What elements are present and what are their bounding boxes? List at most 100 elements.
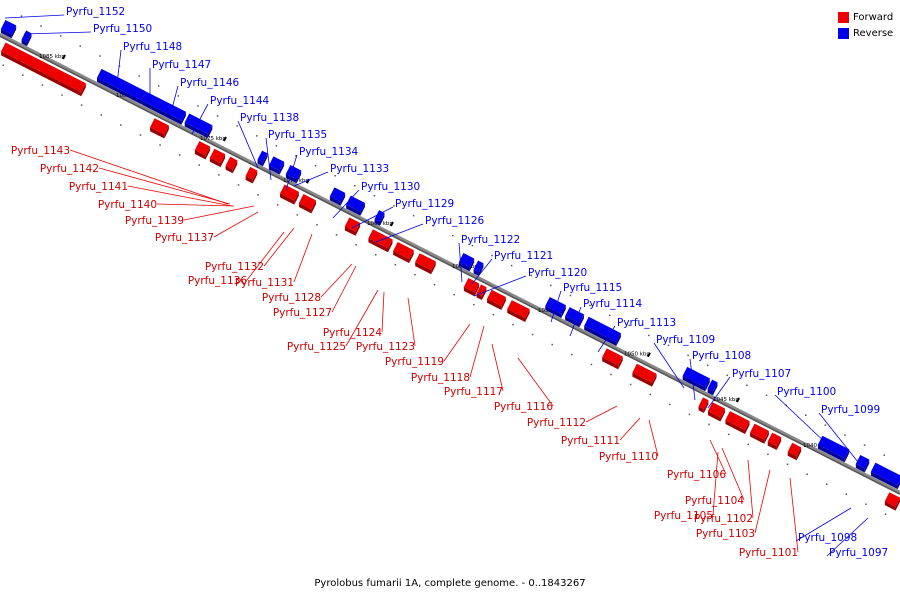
ruler-dot [99,55,101,57]
ruler-dot [412,214,415,217]
ruler-dot [845,493,848,495]
reverse-leader-line [826,517,869,557]
forward-gene-block [707,402,725,422]
ruler-dot [355,244,357,246]
ruler-dot [883,454,885,456]
ruler-dot [335,234,338,236]
reverse-gene-block [346,195,365,216]
tick-label: 1075 kbp [200,136,226,142]
ruler-dot [473,303,475,306]
forward-leader-line [156,203,235,207]
ruler-dot [100,114,103,116]
reverse-gene-label: Pyrfu_1138 [240,112,299,124]
ruler-dot [41,84,44,86]
ruler-dot [786,463,789,466]
reverse-leader-line [550,290,562,323]
forward-gene-label: Pyrfu_1106 [667,469,727,481]
reverse-gene-label: Pyrfu_1146 [180,77,240,89]
ruler-dot [865,503,867,505]
ruler-dot [530,274,532,277]
tick-mark [390,221,394,227]
forward-gene-label: Pyrfu_1112 [527,417,586,429]
reverse-leader-line [237,120,259,169]
ruler-dot [669,403,671,406]
forward-leader-line [517,357,554,407]
reverse-gene-block [458,253,475,272]
reverse-gene-block [817,435,850,463]
forward-gene-block [767,432,782,451]
forward-gene-label: Pyrfu_1139 [125,215,184,227]
forward-gene-block [245,166,258,184]
forward-gene-label: Pyrfu_1128 [262,292,321,304]
forward-gene-label: Pyrfu_1118 [411,372,470,384]
reverse-leader-line [707,376,731,409]
forward-gene-label: Pyrfu_1111 [561,435,620,447]
reverse-gene-label: Pyrfu_1134 [299,146,359,158]
ruler-dot [255,135,258,137]
reverse-gene-block [21,30,32,47]
reverse-gene-label: Pyrfu_1144 [210,95,270,107]
ruler-dot [491,254,493,257]
ruler-dot [120,124,122,126]
forward-gene-block [298,194,316,214]
tick-label: 1085 kbp [39,54,65,60]
ruler-dot [649,393,652,396]
forward-gene-label: Pyrfu_1110 [599,451,658,463]
ruler-dot [159,144,161,146]
ruler-dot [608,314,611,317]
reverse-leader-line [285,154,298,191]
forward-gene-label: Pyrfu_1102 [694,513,753,525]
ruler-dot [667,344,670,347]
ruler-dot [512,323,514,326]
ruler-dot [569,294,572,297]
ruler-dot [236,125,238,127]
ruler-dot [139,134,142,136]
backbone-shadow [0,35,900,495]
reverse-gene-label: Pyrfu_1107 [732,368,791,380]
ruler-dot [825,483,828,485]
reverse-gene-block [565,307,584,328]
reverse-gene-label: Pyrfu_1122 [461,234,520,246]
forward-gene-label: Pyrfu_1103 [696,528,755,540]
forward-gene-block [225,156,238,174]
tick-label: 1045 kbp [713,397,739,403]
ruler-dot [375,254,377,256]
reverse-gene-label: Pyrfu_1150 [93,23,152,35]
ruler-dot [393,204,395,207]
forward-gene-block [393,242,414,264]
ruler-dot [414,273,416,276]
reverse-leader-line [332,189,360,219]
ruler-dot [708,423,710,426]
ruler-dot [688,413,691,416]
ruler-dot [316,224,318,226]
ruler-dot [804,414,807,416]
ruler-dot [197,105,199,107]
forward-gene-label: Pyrfu_1136 [188,275,248,287]
forward-gene-block [884,492,900,511]
reverse-leader-line [689,358,696,401]
ruler-dot [706,364,709,367]
forward-leader-line [407,297,416,347]
ruler-dot [863,444,866,446]
ruler-dot [178,154,181,156]
reverse-leader-line [795,507,852,542]
reverse-gene-block [285,164,302,184]
reverse-swatch [838,27,849,39]
forward-leader-line [320,263,353,298]
ruler-dot [80,104,83,106]
reverse-gene-block [184,113,213,139]
ruler-dot [394,263,397,266]
reverse-gene-label: Pyrfu_1100 [777,386,836,398]
ruler-dot [747,443,750,446]
forward-leader-line [127,185,233,207]
forward-gene-label: Pyrfu_1142 [40,163,99,175]
reverse-gene-label: Pyrfu_1114 [583,298,643,310]
ruler-dot [727,433,730,436]
reverse-leader-line [471,258,493,285]
ruler-dot [531,333,534,336]
reverse-gene-label: Pyrfu_1129 [395,198,454,210]
reverse-leader-line [116,49,122,85]
reverse-gene-label: Pyrfu_1097 [829,547,888,559]
forward-gene-label: Pyrfu_1125 [287,341,346,353]
forward-gene-label: Pyrfu_1141 [69,181,128,193]
